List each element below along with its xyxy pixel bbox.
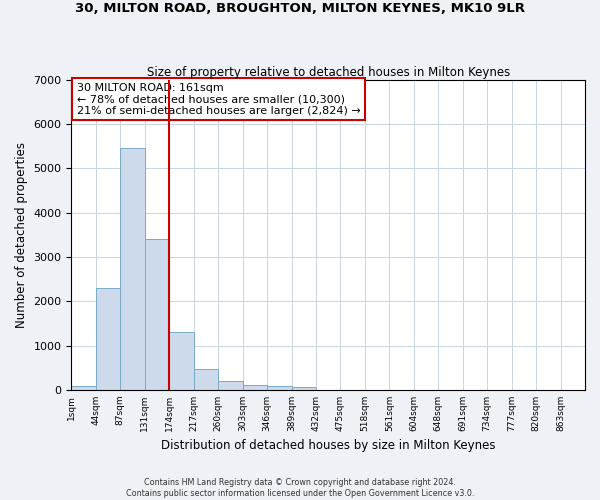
Bar bbox=[242, 384, 267, 390]
X-axis label: Distribution of detached houses by size in Milton Keynes: Distribution of detached houses by size … bbox=[161, 440, 496, 452]
Bar bbox=[96, 288, 121, 390]
Bar bbox=[194, 368, 218, 390]
Title: Size of property relative to detached houses in Milton Keynes: Size of property relative to detached ho… bbox=[146, 66, 510, 78]
Bar bbox=[218, 381, 242, 390]
Bar bbox=[145, 239, 169, 390]
Bar bbox=[292, 388, 316, 390]
Y-axis label: Number of detached properties: Number of detached properties bbox=[15, 142, 28, 328]
Text: 30, MILTON ROAD, BROUGHTON, MILTON KEYNES, MK10 9LR: 30, MILTON ROAD, BROUGHTON, MILTON KEYNE… bbox=[75, 2, 525, 16]
Bar bbox=[71, 386, 96, 390]
Bar bbox=[267, 386, 292, 390]
Text: Contains HM Land Registry data © Crown copyright and database right 2024.
Contai: Contains HM Land Registry data © Crown c… bbox=[126, 478, 474, 498]
Text: 30 MILTON ROAD: 161sqm
← 78% of detached houses are smaller (10,300)
21% of semi: 30 MILTON ROAD: 161sqm ← 78% of detached… bbox=[77, 83, 360, 116]
Bar bbox=[169, 332, 194, 390]
Bar bbox=[121, 148, 145, 390]
